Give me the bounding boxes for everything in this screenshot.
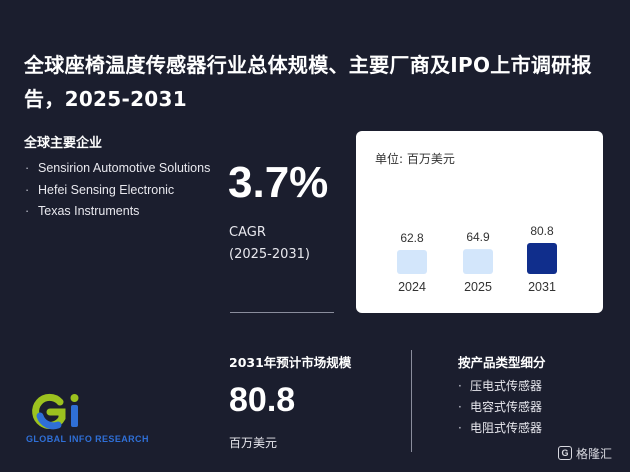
source-badge: G 格隆汇	[553, 442, 617, 464]
bar-2024	[397, 250, 427, 274]
product-type-item: 电容式传感器	[458, 397, 542, 418]
product-type-item: 压电式传感器	[458, 376, 542, 397]
category-label: 2024	[398, 280, 426, 294]
bar-chart-card: 单位: 百万美元 62.8 2024 64.9 2025 80.8 2031	[356, 131, 603, 313]
category-label: 2031	[528, 280, 556, 294]
cagr-value: 3.7%	[228, 158, 329, 207]
cagr-label: CAGR (2025-2031)	[229, 222, 310, 266]
bar-chart: 62.8 2024 64.9 2025 80.8 2031	[397, 224, 557, 294]
gir-logo: GLOBAL INFO RESEARCH	[26, 392, 166, 452]
cagr-label-line2: (2025-2031)	[229, 247, 311, 262]
cagr-label-line1: CAGR	[229, 225, 266, 240]
divider-line	[230, 312, 334, 313]
company-list: Sensirion Automotive Solutions Hefei Sen…	[24, 158, 214, 223]
vertical-divider	[411, 350, 412, 452]
logo-text: GLOBAL INFO RESEARCH	[26, 434, 149, 444]
page-title: 全球座椅温度传感器行业总体规模、主要厂商及IPO上市调研报告，2025-2031	[24, 53, 592, 111]
bar-2031	[527, 243, 557, 274]
company-item: Hefei Sensing Electronic	[24, 180, 214, 202]
category-label: 2025	[464, 280, 492, 294]
product-type-item: 电阻式传感器	[458, 418, 542, 439]
company-item: Sensirion Automotive Solutions	[24, 158, 214, 180]
market-size-unit: 百万美元	[229, 436, 278, 450]
bar-value-label: 62.8	[400, 231, 424, 245]
bar-2025	[463, 249, 493, 274]
bar-value-label: 80.8	[530, 224, 554, 238]
companies-heading: 全球主要企业	[24, 136, 103, 151]
gelonghui-icon: G	[558, 446, 572, 460]
bar-value-label: 64.9	[466, 230, 490, 244]
market-size-heading: 2031年预计市场规模	[229, 355, 352, 370]
badge-label: 格隆汇	[576, 446, 613, 461]
gi-logo-icon	[32, 393, 79, 430]
market-size-value: 80.8	[229, 381, 296, 419]
product-types-heading: 按产品类型细分	[458, 355, 546, 370]
product-type-list: 压电式传感器 电容式传感器 电阻式传感器	[458, 376, 542, 439]
company-item: Texas Instruments	[24, 201, 214, 223]
chart-unit-label: 单位: 百万美元	[375, 152, 455, 166]
